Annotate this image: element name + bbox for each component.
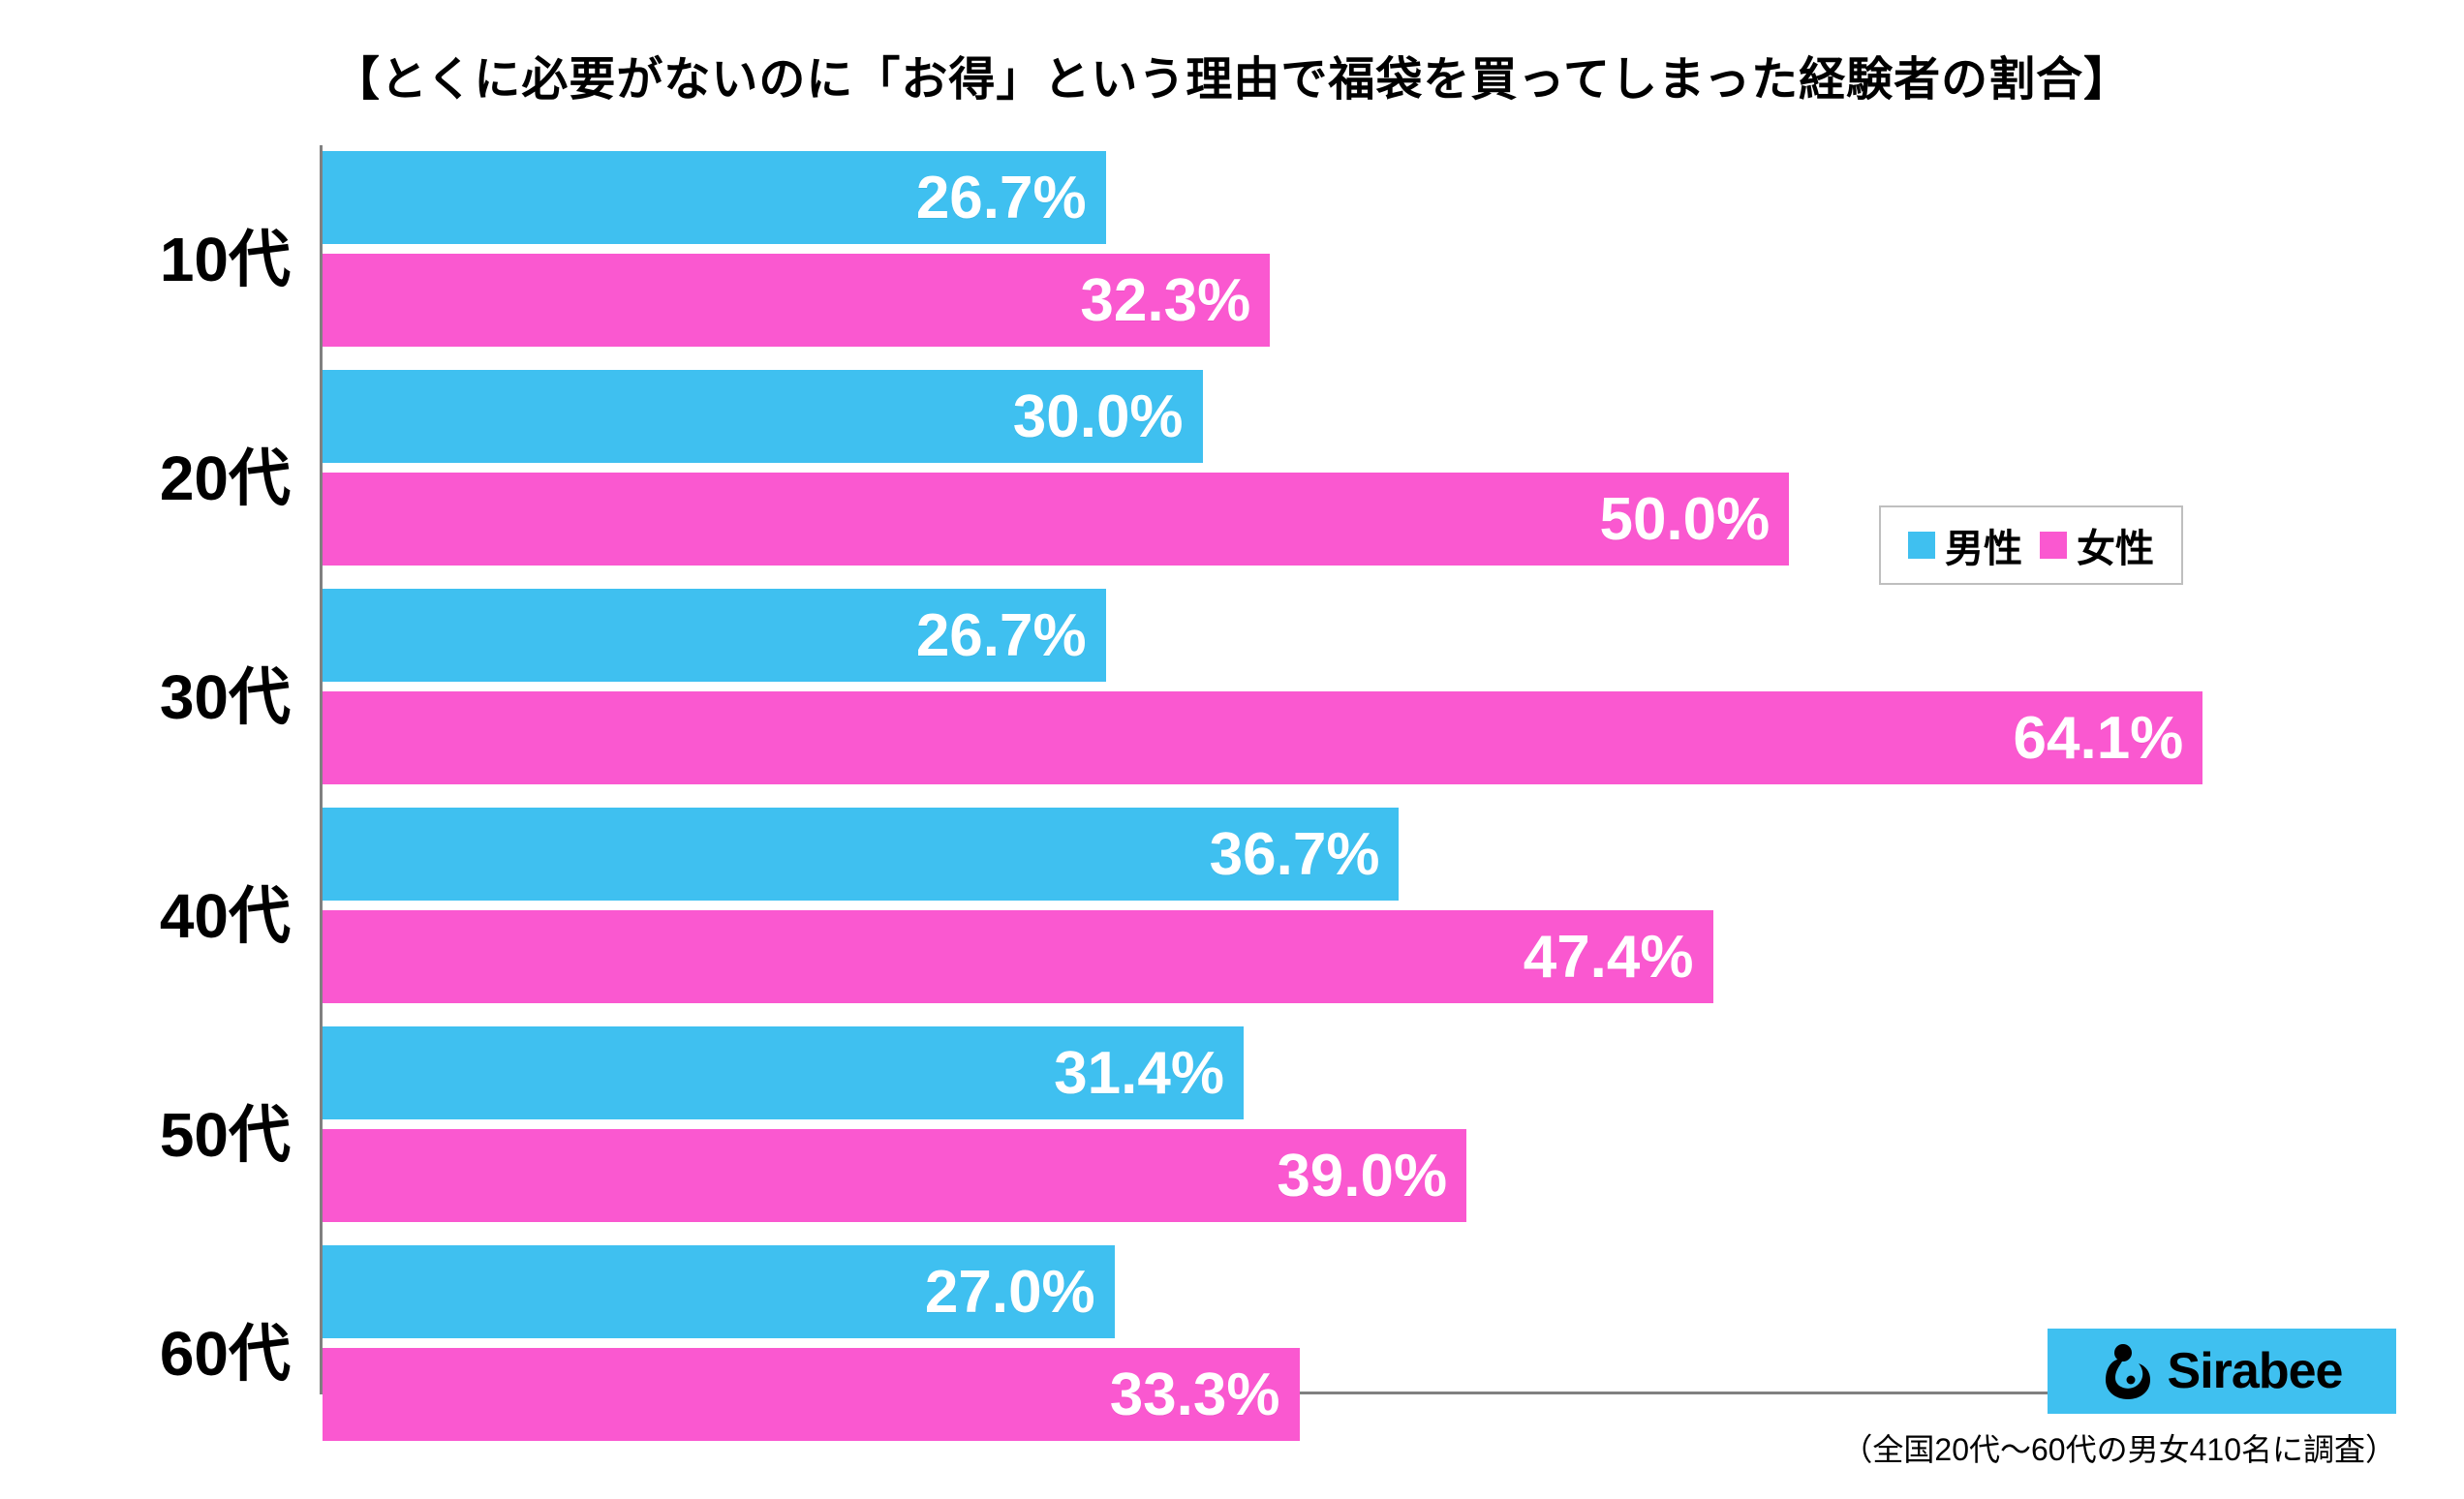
bar-value-male: 36.7% xyxy=(1210,820,1380,889)
legend-item-female: 女性 xyxy=(2040,517,2154,573)
legend-swatch-male xyxy=(1908,532,1935,559)
bar-group: 30代26.7%64.1% xyxy=(320,589,2383,784)
legend: 男性 女性 xyxy=(1879,505,2183,585)
bar-value-female: 39.0% xyxy=(1277,1142,1447,1210)
bar-female: 64.1% xyxy=(323,691,2202,784)
logo-icon xyxy=(2102,1341,2154,1401)
bar-value-male: 26.7% xyxy=(916,164,1087,232)
bar-value-female: 33.3% xyxy=(1110,1361,1280,1429)
category-label: 40代 xyxy=(0,867,291,956)
bar-female: 32.3% xyxy=(323,254,1270,347)
bar-value-female: 47.4% xyxy=(1524,923,1694,992)
bar-male: 26.7% xyxy=(323,589,1106,682)
logo-text: Sirabee xyxy=(2168,1342,2343,1400)
bar-female: 39.0% xyxy=(323,1129,1466,1222)
bar-female: 47.4% xyxy=(323,910,1713,1003)
legend-item-male: 男性 xyxy=(1908,517,2022,573)
bar-male: 31.4% xyxy=(323,1026,1244,1119)
bar-male: 27.0% xyxy=(323,1245,1115,1338)
bar-value-female: 32.3% xyxy=(1080,266,1250,335)
category-label: 10代 xyxy=(0,210,291,299)
category-label: 60代 xyxy=(0,1304,291,1393)
bar-female: 33.3% xyxy=(323,1348,1300,1441)
legend-label-female: 女性 xyxy=(2077,517,2154,573)
bar-value-male: 26.7% xyxy=(916,601,1087,670)
category-label: 30代 xyxy=(0,648,291,737)
bar-male: 26.7% xyxy=(323,151,1106,244)
bar-group: 40代36.7%47.4% xyxy=(320,808,2383,1003)
legend-label-male: 男性 xyxy=(1945,517,2022,573)
bar-value-male: 31.4% xyxy=(1054,1039,1224,1108)
logo-badge: Sirabee xyxy=(2048,1329,2396,1414)
category-label: 50代 xyxy=(0,1086,291,1175)
legend-swatch-female xyxy=(2040,532,2067,559)
chart-canvas: 【とくに必要がないのに「お得」という理由で福袋を買ってしまった経験者の割合】 1… xyxy=(0,0,2464,1499)
chart-plot-area: 10代26.7%32.3%20代30.0%50.0%30代26.7%64.1%4… xyxy=(320,145,2383,1394)
bar-value-male: 27.0% xyxy=(925,1258,1095,1327)
footnote: （全国20代〜60代の男女410名に調査） xyxy=(1841,1425,2396,1470)
chart-title: 【とくに必要がないのに「お得」という理由で福袋を買ってしまった経験者の割合】 xyxy=(0,41,2464,108)
bar-value-female: 64.1% xyxy=(2014,704,2184,773)
bar-male: 30.0% xyxy=(323,370,1203,463)
bar-female: 50.0% xyxy=(323,473,1789,566)
bar-value-male: 30.0% xyxy=(1013,382,1184,451)
bar-value-female: 50.0% xyxy=(1599,485,1770,554)
bar-male: 36.7% xyxy=(323,808,1399,901)
bar-group: 10代26.7%32.3% xyxy=(320,151,2383,347)
category-label: 20代 xyxy=(0,429,291,518)
bar-group: 50代31.4%39.0% xyxy=(320,1026,2383,1222)
